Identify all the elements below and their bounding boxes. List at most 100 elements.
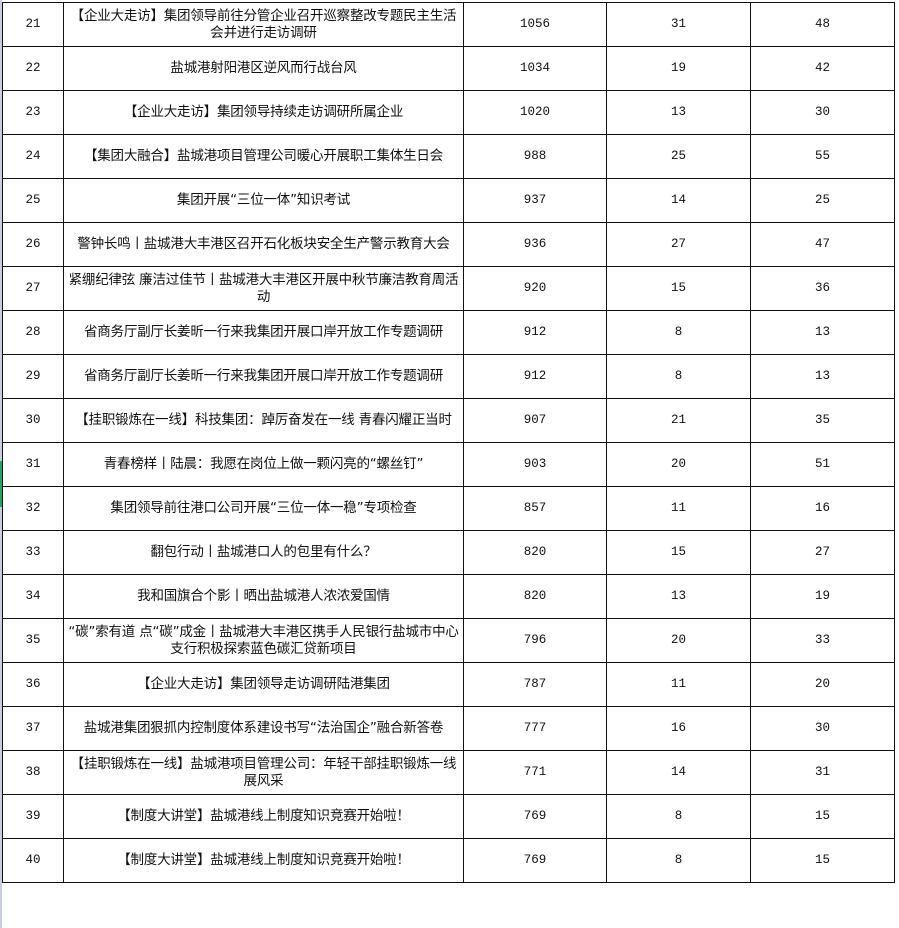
table-row[interactable]: 30 【挂职锻炼在一线】科技集团：踔厉奋发在一线 青春闪耀正当时 907 21 35 <box>2 398 895 443</box>
count-cell-2[interactable]: 30 <box>750 90 895 135</box>
count-cell-2[interactable]: 15 <box>750 794 895 839</box>
table-row[interactable]: 25 集团开展“三位一体”知识考试 937 14 25 <box>2 178 895 223</box>
article-title-cell[interactable]: 【制度大讲堂】盐城港线上制度知识竞赛开始啦！ <box>63 838 464 883</box>
count-cell-1[interactable]: 20 <box>606 618 751 663</box>
table-row[interactable]: 37 盐城港集团狠抓内控制度体系建设书写“法治国企”融合新答卷 777 16 30 <box>2 706 895 751</box>
views-cell[interactable]: 777 <box>463 706 607 751</box>
article-title-cell[interactable]: 省商务厅副厅长姜昕一行来我集团开展口岸开放工作专题调研 <box>63 310 464 355</box>
row-index-cell[interactable]: 40 <box>2 838 64 883</box>
count-cell-1[interactable]: 16 <box>606 706 751 751</box>
row-index-cell[interactable]: 34 <box>2 574 64 619</box>
article-title-cell[interactable]: 【企业大走访】集团领导前往分管企业召开巡察整改专题民主生活会并进行走访调研 <box>63 2 464 47</box>
row-index-cell[interactable]: 28 <box>2 310 64 355</box>
count-cell-1[interactable]: 11 <box>606 486 751 531</box>
count-cell-2[interactable]: 48 <box>750 2 895 47</box>
row-index-cell[interactable]: 31 <box>2 442 64 487</box>
table-row[interactable]: 27 紧绷纪律弦 廉洁过佳节丨盐城港大丰港区开展中秋节廉洁教育周活动 920 15 36 <box>2 266 895 311</box>
count-cell-1[interactable]: 14 <box>606 178 751 223</box>
table-row[interactable]: 23 【企业大走访】集团领导持续走访调研所属企业 1020 13 30 <box>2 90 895 135</box>
article-title-cell[interactable]: 【集团大融合】盐城港项目管理公司暖心开展职工集体生日会 <box>63 134 464 179</box>
count-cell-1[interactable]: 13 <box>606 90 751 135</box>
row-index-cell[interactable]: 25 <box>2 178 64 223</box>
row-index-cell[interactable]: 22 <box>2 46 64 91</box>
count-cell-1[interactable]: 8 <box>606 838 751 883</box>
row-index-cell[interactable]: 37 <box>2 706 64 751</box>
count-cell-2[interactable]: 33 <box>750 618 895 663</box>
views-cell[interactable]: 988 <box>463 134 607 179</box>
article-title-cell[interactable]: 青春榜样丨陆晨：我愿在岗位上做一颗闪亮的“螺丝钉” <box>63 442 464 487</box>
count-cell-1[interactable]: 11 <box>606 662 751 707</box>
table-row[interactable]: 24 【集团大融合】盐城港项目管理公司暖心开展职工集体生日会 988 25 55 <box>2 134 895 179</box>
table-row[interactable]: 34 我和国旗合个影丨晒出盐城港人浓浓爱国情 820 13 19 <box>2 574 895 619</box>
views-cell[interactable]: 936 <box>463 222 607 267</box>
count-cell-2[interactable]: 30 <box>750 706 895 751</box>
count-cell-1[interactable]: 14 <box>606 750 751 795</box>
table-row[interactable]: 26 警钟长鸣丨盐城港大丰港区召开石化板块安全生产警示教育大会 936 27 47 <box>2 222 895 267</box>
views-cell[interactable]: 820 <box>463 530 607 575</box>
row-index-cell[interactable]: 26 <box>2 222 64 267</box>
count-cell-1[interactable]: 27 <box>606 222 751 267</box>
row-index-cell[interactable]: 39 <box>2 794 64 839</box>
views-cell[interactable]: 1034 <box>463 46 607 91</box>
views-cell[interactable]: 912 <box>463 354 607 399</box>
article-title-cell[interactable]: 【企业大走访】集团领导走访调研陆港集团 <box>63 662 464 707</box>
count-cell-2[interactable]: 13 <box>750 310 895 355</box>
count-cell-2[interactable]: 35 <box>750 398 895 443</box>
count-cell-1[interactable]: 25 <box>606 134 751 179</box>
row-index-cell[interactable]: 38 <box>2 750 64 795</box>
row-index-cell[interactable]: 27 <box>2 266 64 311</box>
views-cell[interactable]: 903 <box>463 442 607 487</box>
views-cell[interactable]: 920 <box>463 266 607 311</box>
article-title-cell[interactable]: 翻包行动丨盐城港口人的包里有什么？ <box>63 530 464 575</box>
views-cell[interactable]: 771 <box>463 750 607 795</box>
table-row[interactable]: 21 【企业大走访】集团领导前往分管企业召开巡察整改专题民主生活会并进行走访调研 1… <box>2 2 895 47</box>
views-cell[interactable]: 820 <box>463 574 607 619</box>
row-index-cell[interactable]: 32 <box>2 486 64 531</box>
article-title-cell[interactable]: 盐城港集团狠抓内控制度体系建设书写“法治国企”融合新答卷 <box>63 706 464 751</box>
row-index-cell[interactable]: 30 <box>2 398 64 443</box>
count-cell-1[interactable]: 8 <box>606 310 751 355</box>
count-cell-1[interactable]: 8 <box>606 794 751 839</box>
views-cell[interactable]: 912 <box>463 310 607 355</box>
table-row[interactable]: 32 集团领导前往港口公司开展“三位一体一稳”专项检查 857 11 16 <box>2 486 895 531</box>
table-row[interactable]: 29 省商务厅副厅长姜昕一行来我集团开展口岸开放工作专题调研 912 8 13 <box>2 354 895 399</box>
count-cell-2[interactable]: 31 <box>750 750 895 795</box>
count-cell-1[interactable]: 13 <box>606 574 751 619</box>
article-title-cell[interactable]: 【企业大走访】集团领导持续走访调研所属企业 <box>63 90 464 135</box>
article-title-cell[interactable]: 【制度大讲堂】盐城港线上制度知识竞赛开始啦！ <box>63 794 464 839</box>
table-row[interactable]: 33 翻包行动丨盐城港口人的包里有什么？ 820 15 27 <box>2 530 895 575</box>
count-cell-1[interactable]: 8 <box>606 354 751 399</box>
table-row[interactable]: 31 青春榜样丨陆晨：我愿在岗位上做一颗闪亮的“螺丝钉” 903 20 51 <box>2 442 895 487</box>
table-row[interactable]: 35 “碳”索有道 点“碳”成金丨盐城港大丰港区携手人民银行盐城市中心支行积极探索… <box>2 618 895 663</box>
row-index-cell[interactable]: 23 <box>2 90 64 135</box>
article-title-cell[interactable]: 集团领导前往港口公司开展“三位一体一稳”专项检查 <box>63 486 464 531</box>
views-cell[interactable]: 1020 <box>463 90 607 135</box>
views-cell[interactable]: 937 <box>463 178 607 223</box>
views-cell[interactable]: 907 <box>463 398 607 443</box>
table-row[interactable]: 36 【企业大走访】集团领导走访调研陆港集团 787 11 20 <box>2 662 895 707</box>
count-cell-2[interactable]: 16 <box>750 486 895 531</box>
row-index-cell[interactable]: 33 <box>2 530 64 575</box>
views-cell[interactable]: 1056 <box>463 2 607 47</box>
count-cell-2[interactable]: 42 <box>750 46 895 91</box>
count-cell-1[interactable]: 19 <box>606 46 751 91</box>
count-cell-1[interactable]: 15 <box>606 530 751 575</box>
count-cell-1[interactable]: 20 <box>606 442 751 487</box>
article-title-cell[interactable]: 紧绷纪律弦 廉洁过佳节丨盐城港大丰港区开展中秋节廉洁教育周活动 <box>63 266 464 311</box>
count-cell-1[interactable]: 15 <box>606 266 751 311</box>
table-row[interactable]: 38 【挂职锻炼在一线】盐城港项目管理公司：年轻干部挂职锻炼一线展风采 771 14 3… <box>2 750 895 795</box>
count-cell-2[interactable]: 55 <box>750 134 895 179</box>
row-index-cell[interactable]: 29 <box>2 354 64 399</box>
table-row[interactable]: 39 【制度大讲堂】盐城港线上制度知识竞赛开始啦！ 769 8 15 <box>2 794 895 839</box>
views-cell[interactable]: 787 <box>463 662 607 707</box>
row-index-cell[interactable]: 35 <box>2 618 64 663</box>
views-cell[interactable]: 769 <box>463 838 607 883</box>
article-title-cell[interactable]: 警钟长鸣丨盐城港大丰港区召开石化板块安全生产警示教育大会 <box>63 222 464 267</box>
article-title-cell[interactable]: 【挂职锻炼在一线】盐城港项目管理公司：年轻干部挂职锻炼一线展风采 <box>63 750 464 795</box>
article-title-cell[interactable]: 集团开展“三位一体”知识考试 <box>63 178 464 223</box>
table-row[interactable]: 22 盐城港射阳港区逆风而行战台风 1034 19 42 <box>2 46 895 91</box>
views-cell[interactable]: 857 <box>463 486 607 531</box>
row-index-cell[interactable]: 36 <box>2 662 64 707</box>
article-title-cell[interactable]: 【挂职锻炼在一线】科技集团：踔厉奋发在一线 青春闪耀正当时 <box>63 398 464 443</box>
row-index-cell[interactable]: 24 <box>2 134 64 179</box>
